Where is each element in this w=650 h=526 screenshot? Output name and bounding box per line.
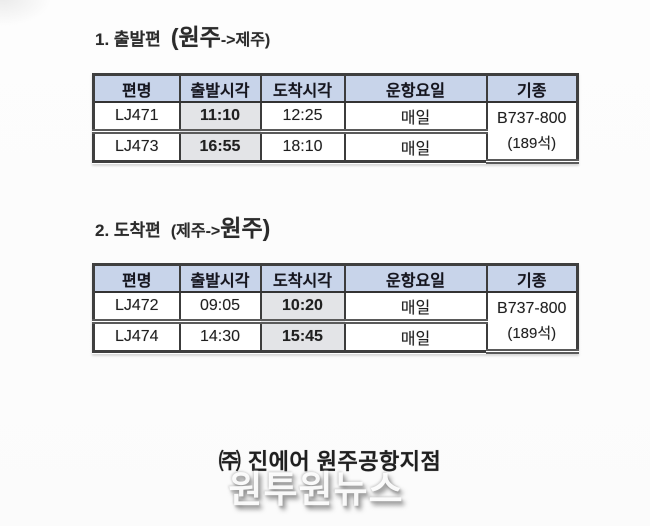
title-prefix: 2. 도착편 [95, 221, 161, 240]
table-row: LJ471 11:10 12:25 매일 B737-800 (189석) [92, 102, 579, 164]
header-row: 편명 출발시각 도착시각 운항요일 기종 [92, 73, 579, 103]
section-title-departure: 1. 출발편 (원주->제주) [95, 18, 270, 52]
departure-time-cell: 16:55 [178, 131, 262, 162]
table-row: LJ474 14:30 15:45 매일 [92, 321, 578, 352]
title-destination-large: 원주) [220, 215, 271, 241]
departure-time-cell: 09:05 [178, 292, 262, 324]
arrival-time-cell: 12:25 [259, 102, 346, 134]
scan-artifact [0, 0, 52, 26]
arrival-time-cell: 18:10 [259, 131, 346, 162]
operating-days-cell: 매일 [343, 292, 488, 324]
col-header-flight: 편명 [92, 73, 181, 103]
departure-table: 편명 출발시각 도착시각 운항요일 기종 LJ471 11:10 12:25 매… [92, 73, 579, 164]
operating-days-cell: 매일 [343, 131, 488, 162]
flight-number-cell: LJ473 [92, 131, 181, 162]
flight-number-cell: LJ471 [92, 102, 181, 134]
title-origin: (제주-> [170, 223, 221, 240]
header-row: 편명 출발시각 도착시각 운항요일 기종 [92, 263, 579, 293]
flight-number-cell: LJ472 [92, 292, 181, 324]
operating-days-cell: 매일 [343, 102, 488, 134]
section-title-arrival: 2. 도착편 (제주->원주) [95, 209, 270, 243]
aircraft-model: B737-800 [497, 299, 567, 317]
company-name: ㈜ 진에어 원주공항지점 [218, 449, 442, 474]
col-header-operating-days: 운항요일 [343, 73, 488, 103]
col-header-operating-days: 운항요일 [343, 263, 488, 293]
title-origin-large: (원주 [170, 24, 221, 50]
col-header-arrival-time: 도착시각 [259, 263, 346, 293]
col-header-departure-time: 출발시각 [178, 263, 262, 293]
departure-time-cell: 14:30 [178, 321, 262, 352]
col-header-departure-time: 출발시각 [178, 73, 262, 103]
table-row: LJ473 16:55 18:10 매일 [92, 131, 578, 162]
col-header-arrival-time: 도착시각 [259, 73, 346, 103]
title-destination: ->제주) [220, 32, 271, 49]
col-header-aircraft: 기종 [485, 263, 579, 293]
col-header-aircraft: 기종 [485, 73, 579, 103]
aircraft-model: B737-800 [497, 109, 567, 127]
aircraft-type-cell: B737-800 (189석) [485, 102, 579, 164]
arrival-time-cell: 10:20 [259, 292, 346, 324]
departure-time-cell: 11:10 [178, 102, 262, 134]
table-row: LJ472 09:05 10:20 매일 B737-800 (189석) [92, 292, 579, 354]
arrival-table: 편명 출발시각 도착시각 운항요일 기종 LJ472 09:05 10:20 매… [92, 263, 579, 354]
col-header-flight: 편명 [92, 263, 181, 293]
operating-days-cell: 매일 [343, 321, 488, 352]
flight-number-cell: LJ474 [92, 321, 181, 352]
arrival-time-cell: 15:45 [259, 321, 346, 352]
aircraft-seats: (189석) [507, 324, 557, 342]
title-prefix: 1. 출발편 [95, 30, 161, 49]
aircraft-seats: (189석) [507, 134, 557, 152]
aircraft-type-cell: B737-800 (189석) [485, 292, 579, 354]
watermark: 원투원뉴스 [228, 469, 404, 510]
